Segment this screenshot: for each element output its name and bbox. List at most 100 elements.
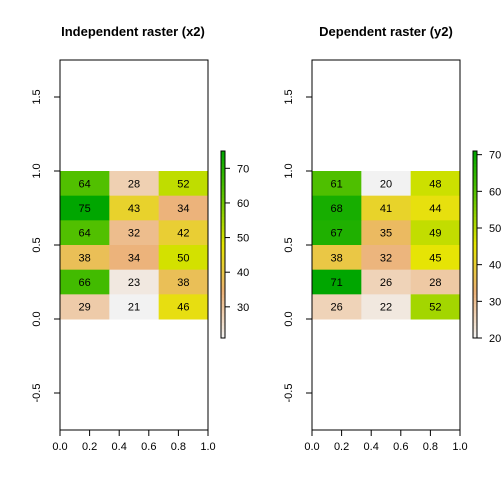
colorbar-segment — [473, 281, 477, 286]
colorbar-segment — [473, 319, 477, 323]
colorbar-tick-label: 40 — [237, 267, 249, 279]
colorbar-segment — [473, 256, 477, 261]
colorbar-segment — [473, 169, 477, 174]
raster-cell — [312, 245, 362, 271]
cell-value-label: 34 — [128, 252, 140, 264]
colorbar-segment — [221, 253, 225, 258]
cell-value-label: 41 — [380, 203, 392, 215]
colorbar-segment — [473, 275, 477, 280]
colorbar-segment — [221, 166, 225, 171]
colorbar-segment — [221, 331, 225, 336]
y-tick-label: -0.5 — [283, 384, 295, 403]
y-tick-label: 0.0 — [31, 311, 43, 326]
colorbar-segment — [221, 203, 225, 208]
colorbar-segment — [473, 291, 477, 295]
colorbar-tick-label: 60 — [237, 198, 249, 210]
colorbar-segment — [221, 160, 225, 164]
colorbar-segment — [473, 232, 477, 236]
colorbar-segment — [473, 166, 477, 171]
y-tick-label: 1.0 — [31, 163, 43, 178]
colorbar-segment — [221, 219, 225, 224]
colorbar-segment — [221, 325, 225, 330]
x-tick-label: 0.8 — [171, 441, 186, 453]
colorbar-segment — [473, 322, 477, 326]
raster-cell — [109, 269, 160, 295]
raster-cell — [60, 294, 110, 320]
raster-cell — [158, 171, 209, 197]
colorbar-segment — [473, 253, 477, 258]
colorbar-segment — [473, 151, 477, 155]
raster-cell — [158, 245, 209, 271]
cell-value-label: 29 — [79, 302, 91, 314]
cell-value-label: 38 — [177, 277, 189, 289]
raster-cell — [312, 195, 362, 221]
raster-cell — [60, 171, 110, 197]
x-tick-label: 0.0 — [304, 441, 319, 453]
colorbar-segment — [473, 179, 477, 183]
raster-cell — [312, 220, 362, 246]
colorbar-segment — [221, 281, 225, 286]
colorbar-segment — [473, 294, 477, 298]
colorbar-segment — [221, 207, 225, 211]
y-tick-label: 0.5 — [31, 237, 43, 252]
cell-value-label: 21 — [128, 302, 140, 314]
cell-value-label: 28 — [429, 277, 441, 289]
colorbar-segment — [473, 157, 477, 161]
colorbar-segment — [473, 197, 477, 202]
colorbar-segment — [473, 213, 477, 217]
y-tick-label: 1.5 — [283, 89, 295, 104]
colorbar-segment — [221, 272, 225, 277]
raster-cell — [158, 220, 209, 246]
raster-cell — [312, 171, 362, 197]
colorbar-segment — [221, 303, 225, 308]
colorbar-segment — [473, 225, 477, 230]
colorbar-segment — [473, 263, 477, 267]
colorbar-segment — [473, 331, 477, 336]
colorbar-segment — [473, 297, 477, 301]
colorbar-segment — [473, 272, 477, 277]
y-tick-label: 0.0 — [283, 311, 295, 326]
colorbar-tick-label: 60 — [489, 186, 501, 198]
raster-cell — [109, 245, 160, 271]
x-tick-label: 0.8 — [423, 441, 438, 453]
raster-cell — [60, 195, 110, 221]
colorbar-segment — [221, 175, 225, 180]
colorbar-segment — [221, 288, 225, 292]
colorbar-segment — [473, 260, 477, 264]
chart-title: Independent raster (x2) — [61, 24, 205, 39]
colorbar-segment — [473, 210, 477, 214]
raster-cell — [109, 195, 160, 221]
colorbar-segment — [221, 263, 225, 267]
raster-cell — [109, 294, 160, 320]
colorbar-segment — [221, 241, 225, 245]
y-tick-label: -0.5 — [31, 384, 43, 403]
cell-value-label: 38 — [79, 252, 91, 264]
colorbar-segment — [221, 191, 225, 196]
cell-value-label: 71 — [331, 277, 343, 289]
colorbar-segment — [221, 222, 225, 227]
colorbar-segment — [473, 300, 477, 305]
raster-cell — [361, 294, 412, 320]
colorbar-segment — [221, 157, 225, 161]
colorbar-segment — [473, 316, 477, 320]
raster-cell — [361, 245, 412, 271]
cell-value-label: 75 — [79, 203, 91, 215]
colorbar-segment — [473, 334, 477, 339]
colorbar-segment — [221, 185, 225, 189]
cell-value-label: 52 — [177, 178, 189, 190]
colorbar-tick-label: 20 — [489, 333, 501, 345]
cell-value-label: 23 — [128, 277, 140, 289]
colorbar-segment — [473, 172, 477, 177]
cell-value-label: 52 — [429, 302, 441, 314]
raster-cell — [60, 220, 110, 246]
raster-cell — [60, 269, 110, 295]
colorbar-segment — [473, 235, 477, 239]
cell-value-label: 28 — [128, 178, 140, 190]
colorbar-segment — [221, 260, 225, 264]
colorbar-segment — [221, 182, 225, 186]
panel-independent-raster: Independent raster (x2) 64 28 52 75 43 34 64 32 4… — [31, 24, 249, 453]
colorbar-segment — [473, 194, 477, 199]
colorbar-segment — [221, 228, 225, 233]
colorbar-segment — [473, 313, 477, 317]
